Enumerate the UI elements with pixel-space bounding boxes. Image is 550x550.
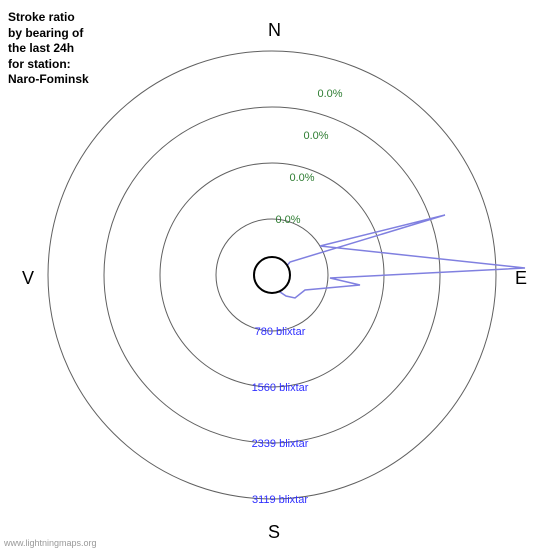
title-line-2: by bearing of — [8, 26, 83, 40]
top-label-1: 0.0% — [317, 88, 342, 100]
top-label-3: 0.0% — [289, 172, 314, 184]
bottom-label-1: 780 blixtar — [255, 326, 306, 338]
bottom-label-3: 2339 blixtar — [252, 438, 309, 450]
compass-v: V — [22, 268, 34, 289]
compass-s: S — [268, 522, 280, 543]
top-label-4: 0.0% — [275, 214, 300, 226]
bottom-label-2: 1560 blixtar — [252, 382, 309, 394]
center-circle — [254, 257, 290, 293]
title-line-3: the last 24h — [8, 41, 74, 55]
data-polygon — [272, 215, 525, 298]
title-line-4: for station: — [8, 57, 71, 71]
bottom-label-4: 3119 blixtar — [252, 494, 308, 506]
compass-n: N — [268, 20, 281, 41]
footer-credit: www.lightningmaps.org — [4, 538, 97, 548]
top-label-2: 0.0% — [303, 130, 328, 142]
chart-title: Stroke ratio by bearing of the last 24h … — [8, 10, 89, 88]
compass-e: E — [515, 268, 527, 289]
title-line-5: Naro-Fominsk — [8, 72, 89, 86]
title-line-1: Stroke ratio — [8, 10, 75, 24]
